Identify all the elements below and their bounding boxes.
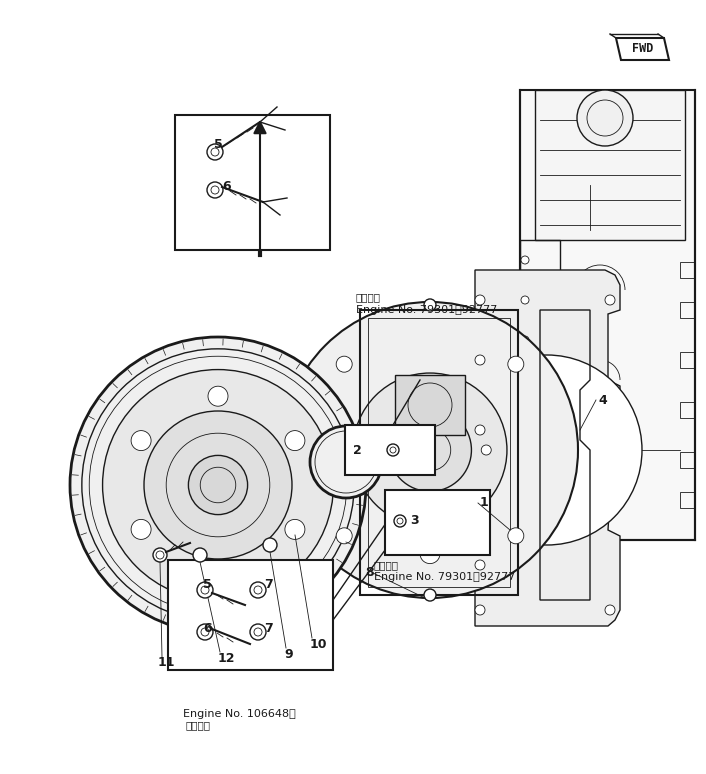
Text: 7: 7 [264,622,273,635]
Text: Engine No. 79301〜92777: Engine No. 79301〜92777 [374,572,515,582]
Text: FWD: FWD [633,43,654,56]
Circle shape [394,515,406,527]
Polygon shape [475,270,620,626]
Circle shape [282,302,578,598]
Circle shape [189,455,248,515]
Circle shape [131,430,151,450]
Text: 7: 7 [264,577,273,591]
Circle shape [153,548,167,562]
Circle shape [353,373,507,527]
Circle shape [425,502,435,512]
Circle shape [481,445,491,455]
Circle shape [388,409,472,491]
Text: 1: 1 [480,496,489,509]
Text: 11: 11 [158,656,176,670]
Circle shape [193,548,207,562]
Circle shape [207,144,223,160]
Circle shape [424,589,436,601]
Circle shape [605,605,615,615]
Circle shape [452,355,642,545]
Circle shape [475,295,485,305]
Circle shape [70,337,366,633]
Circle shape [197,624,213,640]
Circle shape [285,519,305,539]
Text: 適用号機: 適用号機 [185,720,210,730]
Circle shape [310,426,382,498]
Text: Engine No. 79301〜92777: Engine No. 79301〜92777 [356,305,497,315]
Circle shape [475,560,485,570]
Polygon shape [395,375,465,435]
Circle shape [420,543,440,563]
Circle shape [387,444,399,456]
Circle shape [102,369,333,601]
Text: 5: 5 [203,578,212,591]
Circle shape [197,582,213,598]
Circle shape [208,386,228,406]
Circle shape [521,336,529,344]
Polygon shape [535,90,685,240]
Text: 2: 2 [353,444,361,457]
Circle shape [208,563,228,584]
Text: 5: 5 [214,139,223,152]
Circle shape [336,356,352,372]
Bar [345,425,435,475]
Circle shape [131,519,151,539]
Circle shape [336,528,352,544]
Circle shape [521,256,529,264]
Text: 適用号機: 適用号機 [356,292,381,302]
Circle shape [508,528,524,544]
Circle shape [424,299,436,311]
Circle shape [475,605,485,615]
Text: 適用号機: 適用号機 [374,560,399,570]
Circle shape [475,495,485,505]
Circle shape [521,376,529,384]
Circle shape [605,295,615,305]
Text: Engine No. 106648〜: Engine No. 106648〜 [183,709,296,719]
Circle shape [425,389,435,399]
Text: 6: 6 [222,180,231,193]
Text: 10: 10 [310,638,328,650]
Text: 3: 3 [410,515,419,528]
Bar [385,490,490,555]
Circle shape [144,411,292,559]
Polygon shape [616,38,669,60]
Bar [168,560,333,670]
Circle shape [475,425,485,435]
Circle shape [207,182,223,198]
Circle shape [369,445,378,455]
Circle shape [508,356,524,372]
Circle shape [250,582,266,598]
Circle shape [521,416,529,424]
Bar [175,115,330,250]
Text: 6: 6 [203,622,212,635]
Text: 9: 9 [284,648,292,660]
Circle shape [577,90,633,146]
Text: 12: 12 [218,652,236,665]
Circle shape [475,355,485,365]
Text: 4: 4 [598,393,606,406]
Circle shape [263,538,277,552]
Circle shape [250,624,266,640]
Circle shape [521,296,529,304]
Text: 8: 8 [365,567,373,580]
Polygon shape [520,90,695,540]
Circle shape [285,430,305,450]
